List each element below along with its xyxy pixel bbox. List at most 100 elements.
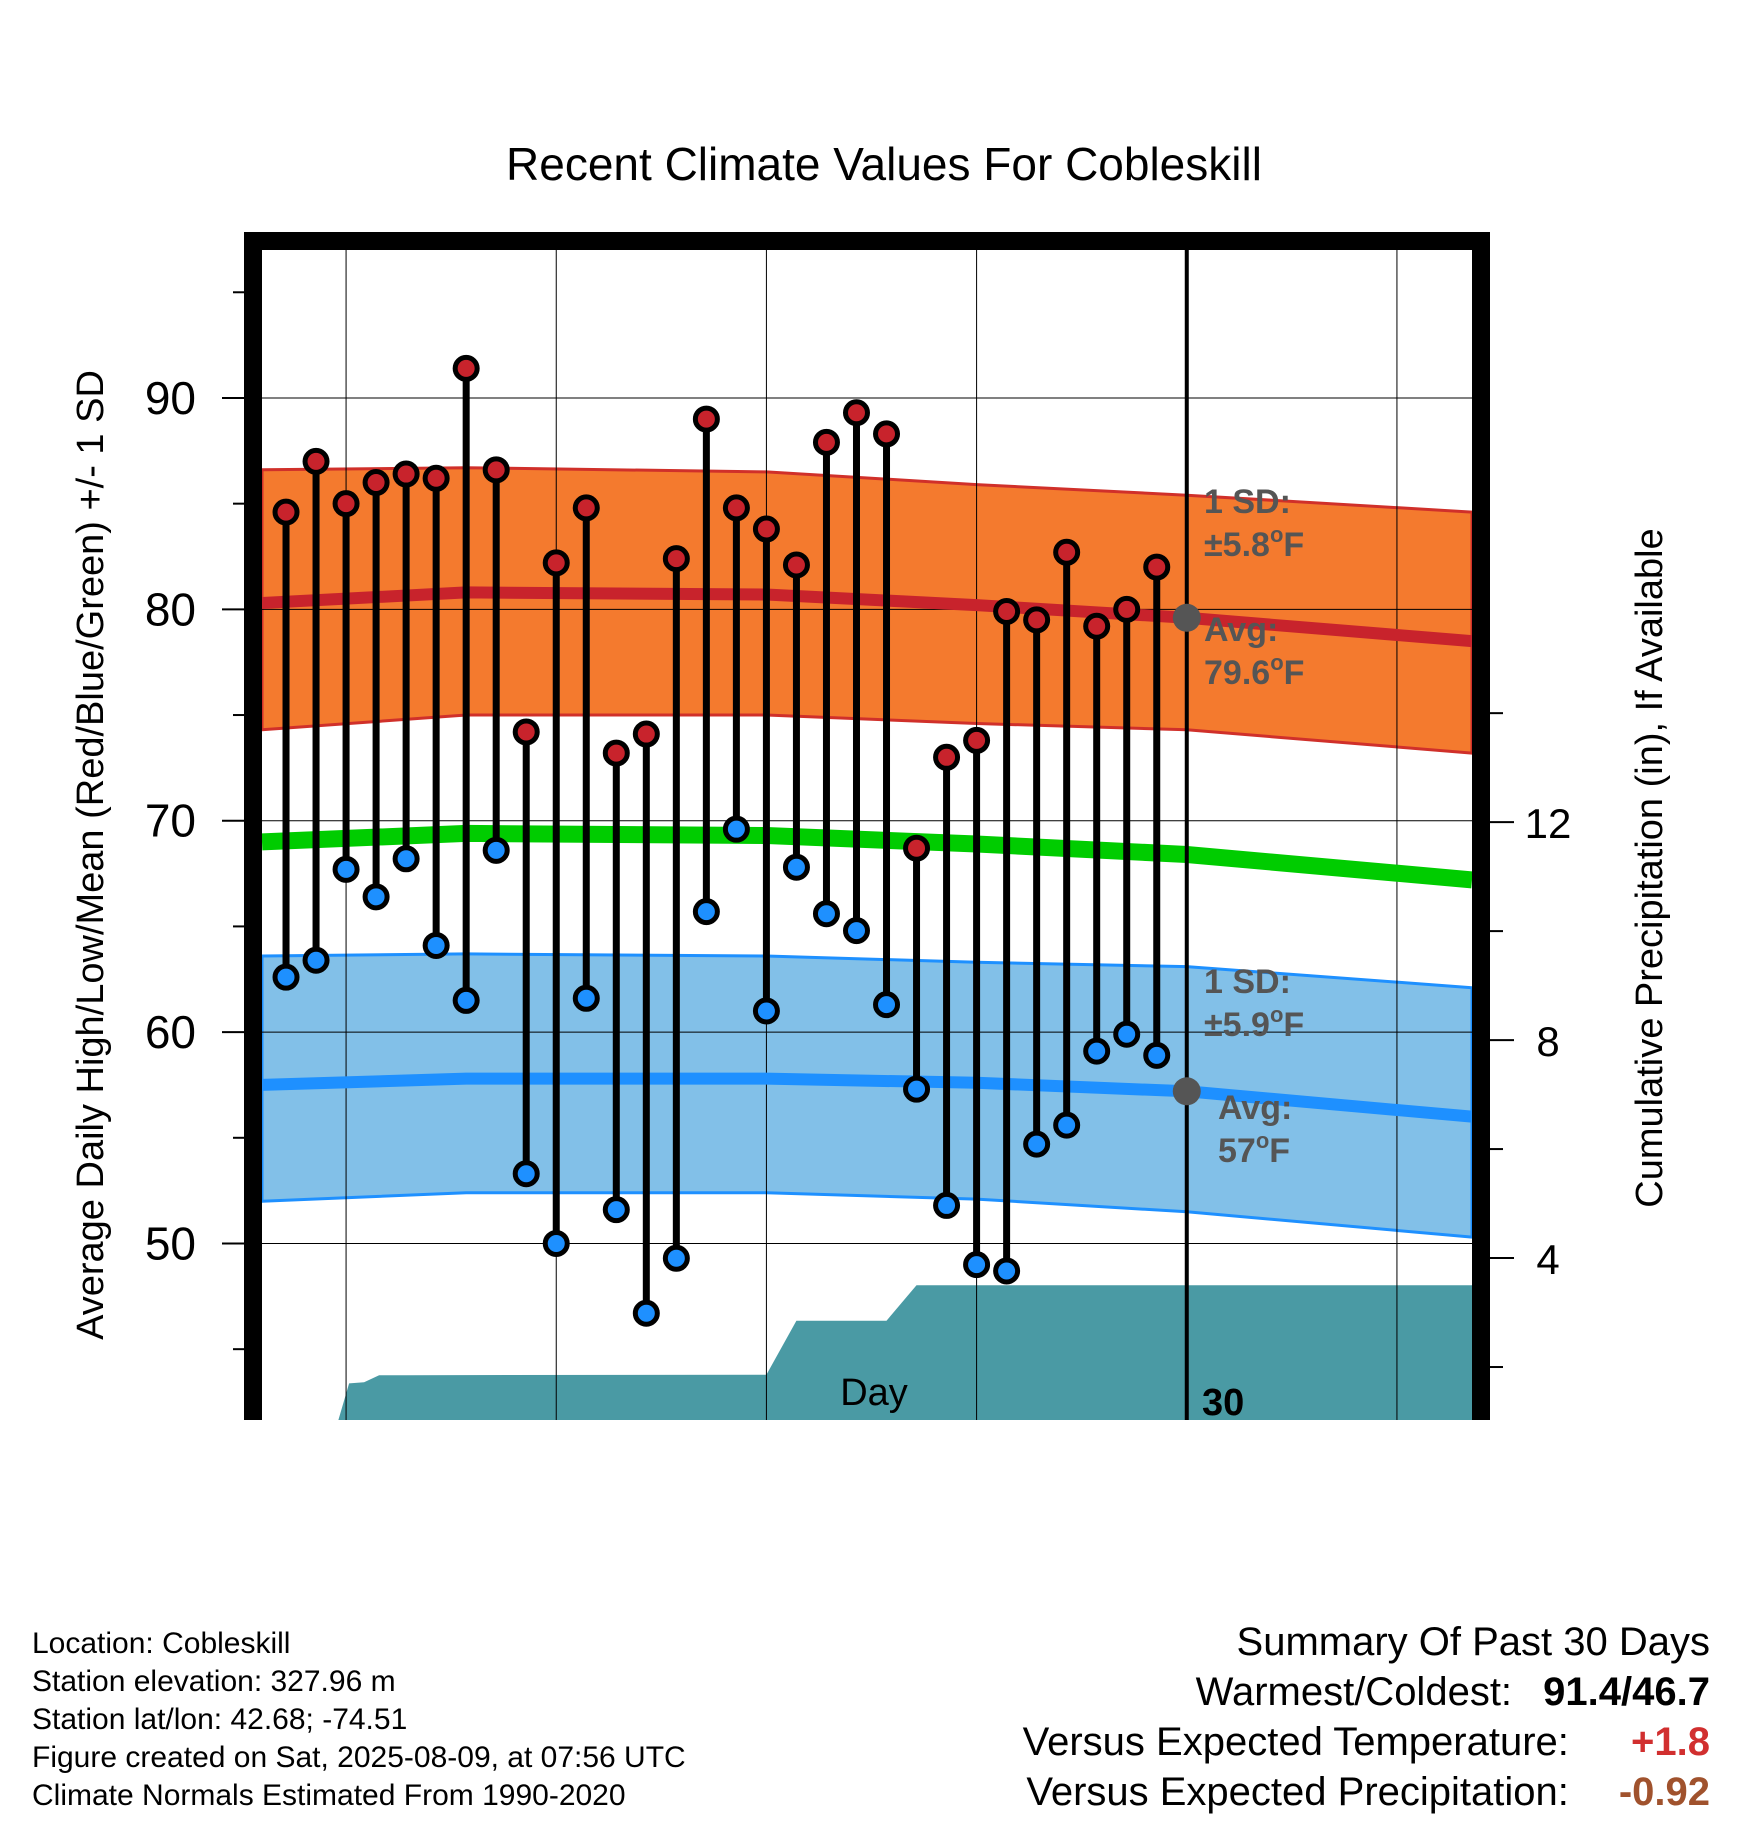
high-point	[392, 460, 420, 488]
high-point	[993, 597, 1021, 625]
info-elevation: Station elevation: 327.96 m	[32, 1665, 396, 1698]
y-tick-label: 90	[145, 372, 196, 424]
low-point	[842, 917, 870, 945]
summary-warmest: Warmest/Coldest: 91.4/46.7	[1196, 1670, 1710, 1715]
high-point	[752, 515, 780, 543]
low-point	[933, 1191, 961, 1219]
chart-title: Recent Climate Values For Cobleskill	[506, 138, 1262, 190]
high-sd-value: ±5.8oF	[1204, 522, 1304, 564]
high-point	[302, 447, 330, 475]
high-point	[572, 494, 600, 522]
high-sd-label: 1 SD:	[1204, 483, 1291, 521]
y-tick-label: 60	[145, 1006, 196, 1058]
high-point	[692, 405, 720, 433]
low-point	[1083, 1037, 1111, 1065]
low-point	[873, 991, 901, 1019]
low-point	[782, 853, 810, 881]
days-count-number: 30	[1202, 1382, 1244, 1420]
low-point	[602, 1196, 630, 1224]
y-tick-label: 80	[145, 583, 196, 635]
high-point	[332, 490, 360, 518]
low-point	[572, 984, 600, 1012]
low-point	[392, 845, 420, 873]
y2-tick-label: 12	[1525, 800, 1572, 847]
low-point	[422, 931, 450, 959]
low-point	[632, 1299, 660, 1327]
low-point	[1023, 1130, 1051, 1158]
low-point	[812, 900, 840, 928]
low-point	[722, 815, 750, 843]
summary-temp: Versus Expected Temperature: +1.8	[1023, 1720, 1710, 1765]
info-normals: Climate Normals Estimated From 1990-2020	[32, 1779, 626, 1812]
high-point	[1023, 606, 1051, 634]
info-latlon: Station lat/lon: 42.68; -74.51	[32, 1703, 408, 1736]
low-point	[332, 855, 360, 883]
high-point	[422, 464, 450, 492]
low-sd-label: 1 SD:	[1204, 963, 1291, 1001]
low-point	[692, 898, 720, 926]
low-point	[452, 986, 480, 1014]
high-point	[632, 720, 660, 748]
low-point	[1053, 1111, 1081, 1139]
axes: 40506070809004812Jul 12Jul 19Jul 26Aug 0…	[145, 232, 1572, 1420]
high-point	[272, 498, 300, 526]
high-point	[842, 399, 870, 427]
y2-tick-label: 8	[1536, 1018, 1559, 1065]
low-point	[1113, 1020, 1141, 1048]
summary-warmest-value: 91.4/46.7	[1543, 1670, 1710, 1714]
summary-title: Summary Of Past 30 Days	[1236, 1620, 1710, 1664]
high-point	[1143, 553, 1171, 581]
high-point	[662, 545, 690, 573]
y-axis-label: Average Daily High/Low/Mean (Red/Blue/Gr…	[70, 370, 112, 1340]
low-point	[512, 1160, 540, 1188]
high-point	[512, 718, 540, 746]
low-point	[752, 997, 780, 1025]
low-normal-line	[262, 1072, 1472, 1123]
summary-precip-label: Versus Expected Precipitation:	[1026, 1770, 1569, 1814]
low-point	[903, 1075, 931, 1103]
station-info: Location: Cobleskill Station elevation: …	[32, 1625, 686, 1815]
low-avg-label: Avg:	[1218, 1089, 1292, 1127]
y2-tick-label: 4	[1536, 1236, 1559, 1283]
low-point	[993, 1257, 1021, 1285]
low-point	[1143, 1041, 1171, 1069]
y2-axis-label: Cumulative Precipitation (in), If Availa…	[1629, 528, 1671, 1207]
low-point	[542, 1229, 570, 1257]
plot-frame	[244, 232, 1490, 1420]
high-point	[1083, 612, 1111, 640]
low-point	[963, 1251, 991, 1279]
high-point	[1113, 595, 1141, 623]
low-point	[662, 1244, 690, 1272]
high-point	[903, 834, 931, 862]
low-point	[272, 963, 300, 991]
summary-warmest-label: Warmest/Coldest:	[1195, 1670, 1513, 1714]
high-point	[362, 469, 390, 497]
summary-temp-value: +1.8	[1631, 1720, 1710, 1764]
low-avg-value: 57oF	[1218, 1128, 1290, 1170]
high-point	[722, 494, 750, 522]
high-point	[963, 726, 991, 754]
high-point	[602, 739, 630, 767]
high-point	[542, 549, 570, 577]
y-tick-label: 70	[145, 795, 196, 847]
info-created: Figure created on Sat, 2025-08-09, at 07…	[32, 1741, 686, 1774]
summary-precip-value: -0.92	[1618, 1770, 1710, 1814]
high-point	[812, 428, 840, 456]
info-location: Location: Cobleskill	[32, 1627, 291, 1660]
climate-chart: Recent Climate Values For Cobleskill 1 S…	[70, 138, 1671, 1420]
high-point	[782, 551, 810, 579]
high-avg-label: Avg:	[1204, 611, 1278, 649]
mean-normal-line	[262, 824, 1472, 889]
y-tick-label: 50	[145, 1217, 196, 1269]
high-point	[1053, 538, 1081, 566]
high-point	[873, 420, 901, 448]
high-point	[482, 456, 510, 484]
high-point	[933, 743, 961, 771]
high-normal-line	[262, 586, 1472, 648]
low-point	[302, 946, 330, 974]
low-sd-value: ±5.9oF	[1204, 1002, 1304, 1044]
high-point	[452, 354, 480, 382]
low-point	[362, 883, 390, 911]
